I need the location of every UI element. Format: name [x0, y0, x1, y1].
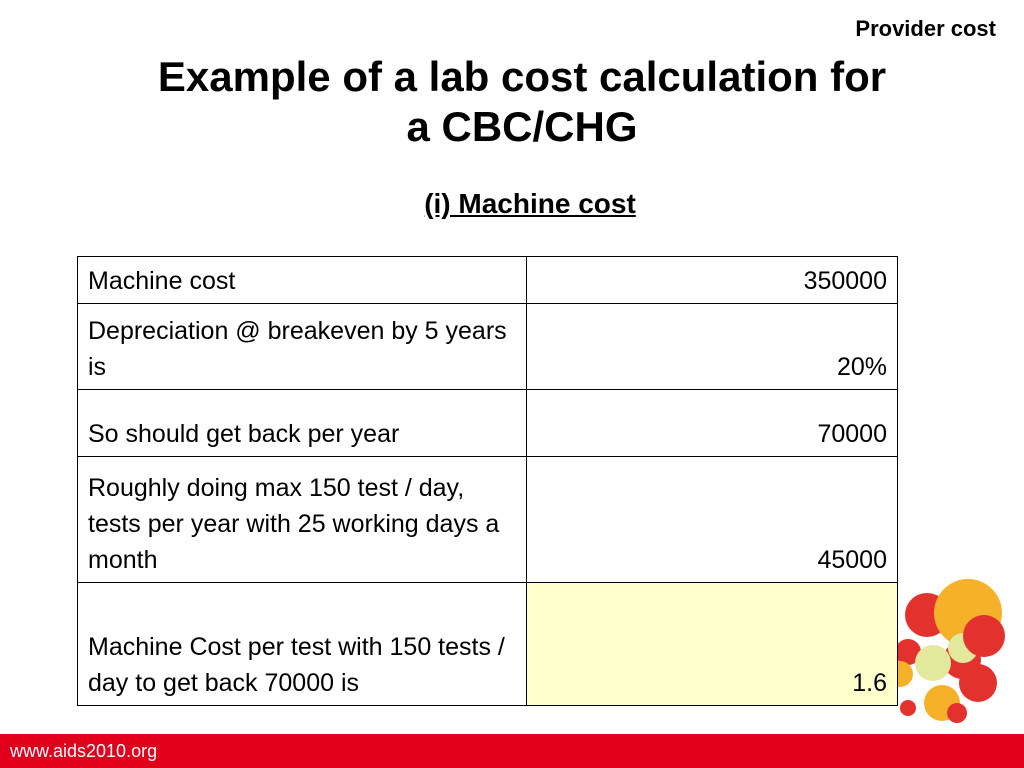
row-label: Depreciation @ breakeven by 5 years is [77, 303, 527, 390]
row-label: So should get back per year [77, 389, 527, 457]
row-value-highlighted: 1.6 [526, 582, 898, 706]
table-row: Machine Cost per test with 150 tests / d… [77, 582, 898, 706]
title-line-2: a CBC/CHG [406, 103, 638, 150]
row-value: 70000 [526, 389, 898, 457]
cost-table: Machine cost 350000 Depreciation @ break… [77, 256, 898, 706]
row-value: 20% [526, 303, 898, 390]
row-value: 45000 [526, 456, 898, 583]
footer-bar: www.aids2010.org [0, 734, 1024, 768]
table-row: Depreciation @ breakeven by 5 years is 2… [77, 303, 898, 390]
row-label: Machine cost [77, 256, 527, 304]
table-row: Roughly doing max 150 test / day, tests … [77, 456, 898, 583]
table-row: So should get back per year 70000 [77, 389, 898, 457]
footer-url[interactable]: www.aids2010.org [10, 741, 158, 761]
row-label: Roughly doing max 150 test / day, tests … [77, 456, 527, 583]
row-value: 350000 [526, 256, 898, 304]
section-tag: Provider cost [855, 16, 996, 41]
table-row: Machine cost 350000 [77, 256, 898, 304]
title-line-1: Example of a lab cost calculation for [157, 53, 887, 100]
slide-subtitle: (i) Machine cost [424, 188, 636, 219]
row-label: Machine Cost per test with 150 tests / d… [77, 582, 527, 706]
slide-title: Example of a lab cost calculation for a … [0, 52, 1024, 152]
